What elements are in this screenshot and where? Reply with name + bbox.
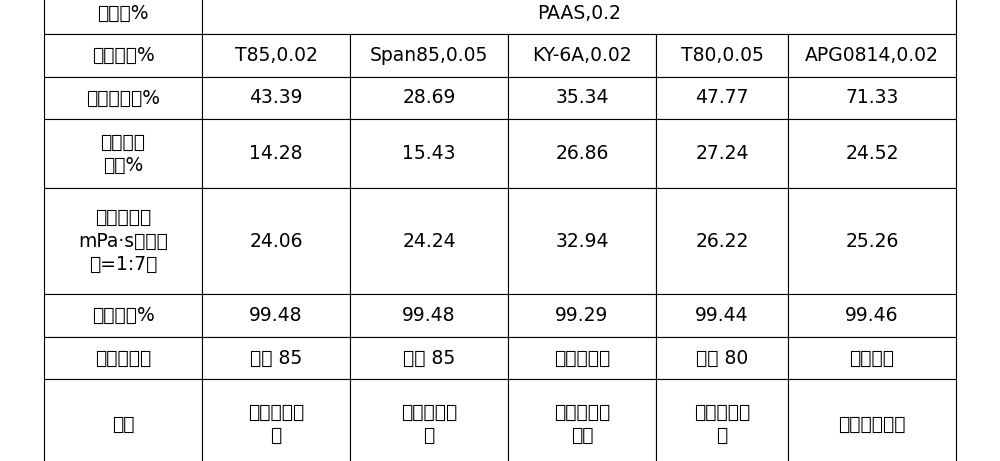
- Bar: [44, 294, 202, 337]
- Text: 32.94: 32.94: [555, 232, 609, 251]
- Text: 聚丙烯酰胺: 聚丙烯酰胺: [554, 349, 610, 367]
- Text: 非离子表活
剂: 非离子表活 剂: [694, 403, 750, 445]
- Text: 47.77: 47.77: [695, 89, 749, 107]
- Bar: [788, 337, 956, 379]
- Text: 99.48: 99.48: [402, 306, 456, 325]
- Text: APG0814,0.02: APG0814,0.02: [805, 46, 939, 65]
- Bar: [44, 77, 202, 119]
- Text: T80,0.05: T80,0.05: [681, 46, 763, 65]
- Bar: [508, 379, 656, 461]
- Text: 99.48: 99.48: [249, 306, 303, 325]
- Text: 26.86: 26.86: [555, 144, 609, 163]
- Text: 15.43: 15.43: [402, 144, 456, 163]
- Text: 司盘 85: 司盘 85: [403, 349, 455, 367]
- Text: 阴离子型聚
合物: 阴离子型聚 合物: [554, 403, 610, 445]
- Text: 25.26: 25.26: [845, 232, 899, 251]
- Text: 降黏率，%: 降黏率，%: [92, 306, 154, 325]
- Bar: [656, 77, 788, 119]
- Bar: [508, 337, 656, 379]
- Text: 24.52: 24.52: [845, 144, 899, 163]
- Bar: [202, 294, 350, 337]
- Text: 吐温 80: 吐温 80: [696, 349, 748, 367]
- Text: 71.33: 71.33: [845, 89, 899, 107]
- Text: 备注: 备注: [112, 414, 134, 434]
- Text: 14.28: 14.28: [249, 144, 303, 163]
- Bar: [44, 189, 202, 295]
- Bar: [350, 294, 508, 337]
- Bar: [656, 337, 788, 379]
- Text: 26.22: 26.22: [695, 232, 749, 251]
- Text: 非离子表活剂: 非离子表活剂: [838, 414, 906, 434]
- Text: 非离子表活
剂: 非离子表活 剂: [401, 403, 457, 445]
- Bar: [788, 294, 956, 337]
- Bar: [788, 77, 956, 119]
- Bar: [656, 294, 788, 337]
- Text: 乳化稳定
性，%: 乳化稳定 性，%: [100, 132, 146, 175]
- Bar: [788, 119, 956, 189]
- Bar: [350, 337, 508, 379]
- Bar: [350, 35, 508, 77]
- Text: 99.46: 99.46: [845, 306, 899, 325]
- Text: KY-6A,0.02: KY-6A,0.02: [532, 46, 632, 65]
- Bar: [202, 77, 350, 119]
- Bar: [44, 35, 202, 77]
- Text: 洗油效率，%: 洗油效率，%: [86, 89, 160, 107]
- Bar: [350, 77, 508, 119]
- Text: 乳液黏度，
mPa·s（油水
比=1:7）: 乳液黏度， mPa·s（油水 比=1:7）: [78, 208, 168, 274]
- Bar: [508, 77, 656, 119]
- Text: 添加剂，%: 添加剂，%: [92, 46, 154, 65]
- Bar: [788, 35, 956, 77]
- Text: Span85,0.05: Span85,0.05: [370, 46, 488, 65]
- Text: 非离子表活
剂: 非离子表活 剂: [248, 403, 304, 445]
- Bar: [508, 294, 656, 337]
- Text: T85,0.02: T85,0.02: [235, 46, 317, 65]
- Text: PAAS,0.2: PAAS,0.2: [537, 4, 621, 23]
- Text: 99.29: 99.29: [555, 306, 609, 325]
- Bar: [44, 379, 202, 461]
- Bar: [44, 119, 202, 189]
- Text: 43.39: 43.39: [249, 89, 303, 107]
- Text: 24.06: 24.06: [249, 232, 303, 251]
- Bar: [656, 189, 788, 295]
- Bar: [44, 0, 202, 35]
- Text: 24.24: 24.24: [402, 232, 456, 251]
- Bar: [202, 35, 350, 77]
- Bar: [350, 379, 508, 461]
- Bar: [202, 337, 350, 379]
- Bar: [508, 119, 656, 189]
- Text: 添加剂名称: 添加剂名称: [95, 349, 151, 367]
- Bar: [202, 189, 350, 295]
- Text: 烷基糖苷: 烷基糖苷: [850, 349, 895, 367]
- Bar: [788, 379, 956, 461]
- Bar: [202, 379, 350, 461]
- Bar: [656, 35, 788, 77]
- Text: 吐温 85: 吐温 85: [250, 349, 302, 367]
- Bar: [788, 189, 956, 295]
- Bar: [202, 0, 956, 35]
- Bar: [350, 189, 508, 295]
- Text: 27.24: 27.24: [695, 144, 749, 163]
- Text: 28.69: 28.69: [402, 89, 456, 107]
- Bar: [656, 119, 788, 189]
- Bar: [508, 189, 656, 295]
- Text: 主剂，%: 主剂，%: [97, 4, 149, 23]
- Bar: [508, 35, 656, 77]
- Bar: [656, 379, 788, 461]
- Text: 99.44: 99.44: [695, 306, 749, 325]
- Bar: [202, 119, 350, 189]
- Bar: [44, 337, 202, 379]
- Bar: [350, 119, 508, 189]
- Text: 35.34: 35.34: [555, 89, 609, 107]
